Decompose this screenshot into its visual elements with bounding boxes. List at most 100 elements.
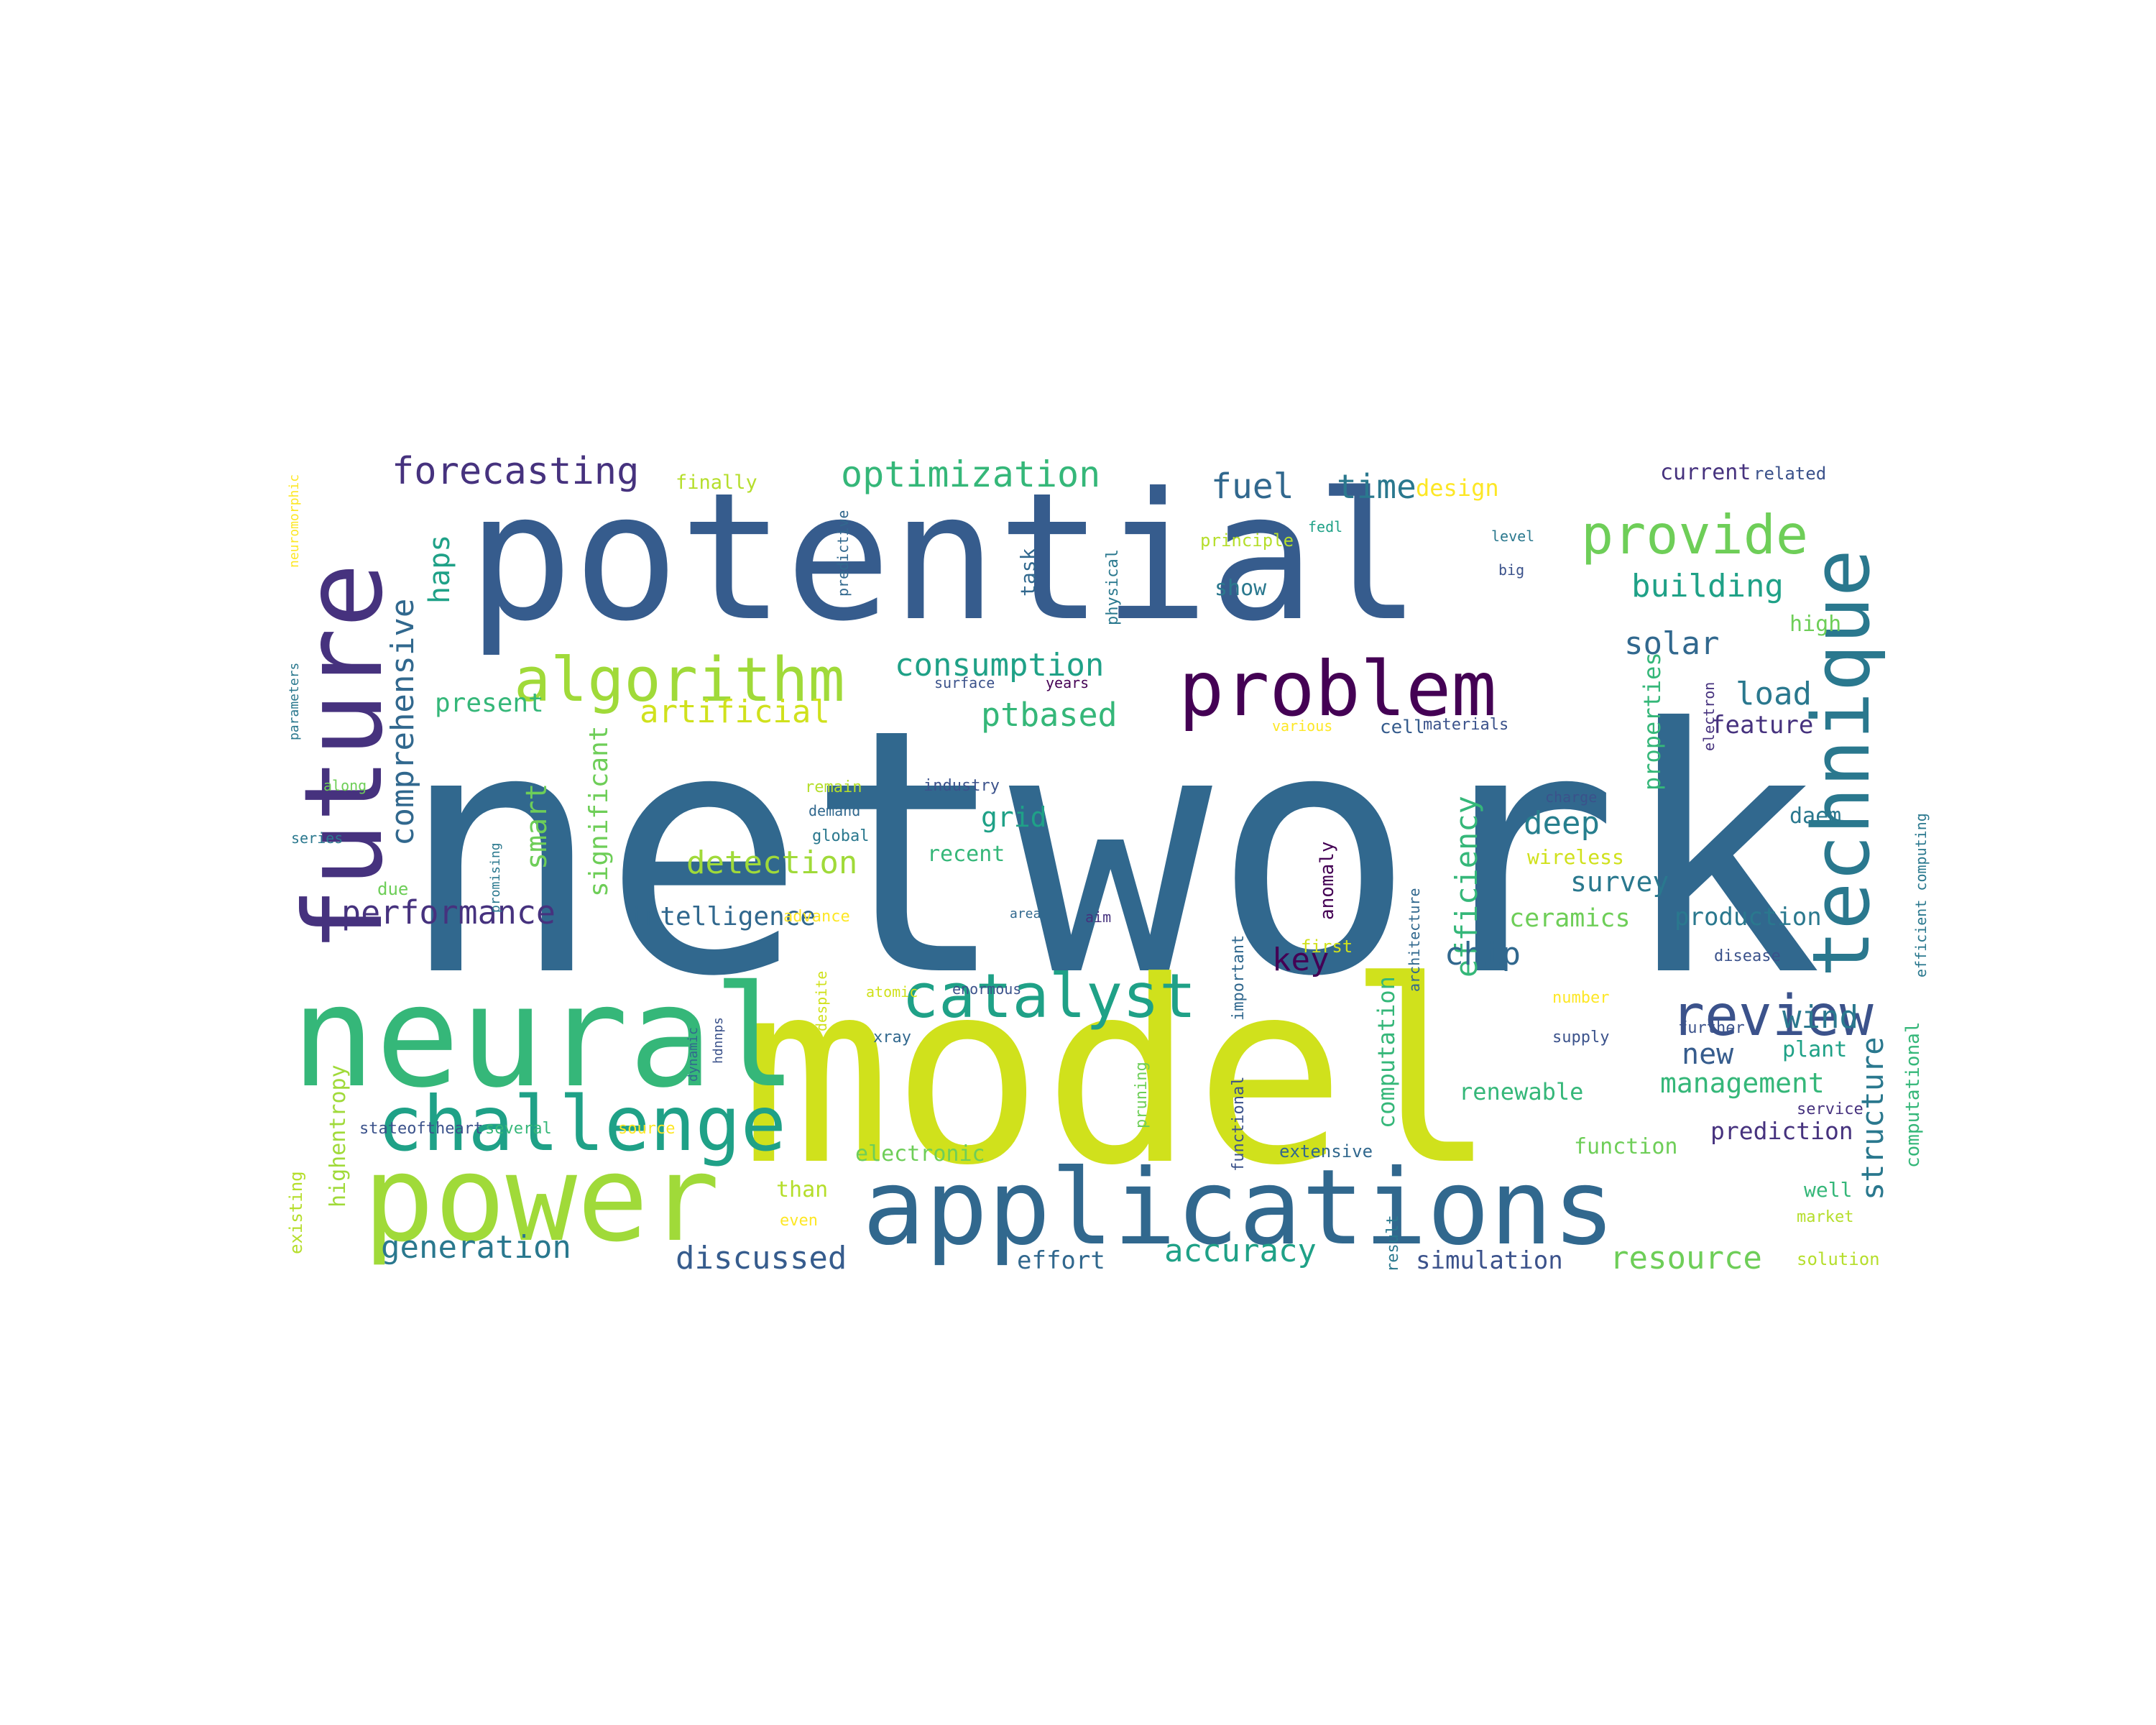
cloud-word-principle: principle [1200, 530, 1294, 551]
cloud-word-big: big [1498, 561, 1524, 579]
cloud-word-neural: neural [291, 955, 797, 1118]
cloud-word-extensive: extensive [1279, 1141, 1373, 1162]
cloud-word-parameters: parameters [287, 663, 302, 740]
cloud-word-structure: structure [1855, 1036, 1890, 1200]
cloud-word-new: new [1682, 1038, 1734, 1071]
cloud-word-resource: resource [1610, 1240, 1762, 1276]
cloud-word-significant: significant [584, 726, 614, 897]
cloud-word-time: time [1337, 467, 1416, 506]
cloud-word-fedl: fedl [1308, 518, 1342, 535]
cloud-word-simulation: simulation [1416, 1246, 1563, 1275]
cloud-word-algorithm: algorithm [514, 645, 845, 716]
word-cloud: network model potential neural power applicat… [273, 446, 1933, 1279]
cloud-word-daem: daem [1789, 804, 1841, 829]
cloud-word-plant: plant [1782, 1037, 1847, 1062]
cloud-word-properties: properties [1639, 652, 1666, 791]
cloud-word-network: network [399, 657, 1823, 1050]
cloud-word-provide: provide [1581, 503, 1808, 566]
cloud-word-function: function [1574, 1134, 1678, 1159]
cloud-word-global: global [812, 827, 869, 845]
cloud-word-high: high [1789, 612, 1841, 637]
cloud-word-show: show [1215, 576, 1267, 601]
cloud-word-fuel: fuel [1211, 466, 1294, 507]
cloud-word-management: management [1660, 1067, 1825, 1099]
cloud-word-pruning: pruning [1133, 1062, 1151, 1128]
cloud-word-efficient-computing: efficient computing [1912, 813, 1930, 978]
cloud-word-grid: grid [981, 801, 1047, 833]
cloud-word-effort: effort [1017, 1246, 1105, 1275]
cloud-word-despite: despite [813, 971, 830, 1031]
cloud-word-challenge: challenge [377, 1080, 786, 1168]
cloud-word-catalyst: catalyst [902, 961, 1196, 1032]
cloud-word-recent: recent [927, 842, 1005, 867]
cloud-word-advance: advance [783, 908, 850, 926]
cloud-word-present: present [435, 689, 544, 718]
cloud-word-electron: electron [1700, 682, 1718, 751]
cloud-word-solution: solution [1797, 1249, 1880, 1269]
cloud-word-efficiency: efficiency [1449, 796, 1484, 978]
cloud-word-number: number [1552, 989, 1609, 1007]
cloud-word-current: current [1660, 460, 1751, 485]
cloud-word-further: further [1678, 1019, 1745, 1037]
cloud-word-charge: charge [1545, 788, 1597, 806]
cloud-word-potential: potential [467, 455, 1422, 660]
cloud-word-model: model [740, 927, 1498, 1220]
cloud-word-cell: cell [1380, 717, 1425, 738]
cloud-word-review: review [1671, 984, 1874, 1049]
cloud-word-neuromorphic: neuromorphic [287, 474, 302, 568]
cloud-word-supply: supply [1552, 1029, 1609, 1046]
cloud-word-load: load [1736, 676, 1812, 712]
cloud-word-enormous: enormous [952, 980, 1021, 998]
cloud-word-area: area [1010, 906, 1041, 921]
cloud-word-generation: generation [381, 1229, 571, 1266]
cloud-word-due: due [377, 879, 408, 899]
cloud-word-future: future [282, 563, 407, 952]
cloud-word-industry: industry [923, 777, 1000, 795]
cloud-word-several: several [485, 1120, 552, 1138]
cloud-word-xray: xray [873, 1029, 911, 1046]
cloud-word-chip: chip [1445, 936, 1521, 972]
cloud-word-task: task [1016, 548, 1040, 597]
cloud-word-intelligence: intelligence [629, 902, 816, 932]
cloud-word-than: than [776, 1177, 828, 1202]
cloud-word-existing: existing [286, 1171, 306, 1254]
cloud-word-physical: physical [1104, 549, 1122, 625]
cloud-word-various: various [1272, 717, 1332, 735]
cloud-word-promising: promising [488, 842, 503, 913]
cloud-word-series: series [291, 829, 343, 847]
cloud-word-consumption: consumption [895, 647, 1104, 684]
cloud-word-optimization: optimization [841, 454, 1100, 495]
cloud-word-power: power [363, 1130, 720, 1268]
cloud-word-wind: wind [1782, 999, 1858, 1036]
cloud-word-ptbased: ptbased [981, 696, 1118, 734]
cloud-word-result: result [1384, 1215, 1402, 1272]
cloud-word-atomic: atomic [866, 983, 918, 1000]
cloud-word-haps: haps [423, 535, 456, 604]
cloud-word-wireless: wireless [1527, 845, 1624, 869]
cloud-word-artificial: artificial [640, 694, 830, 730]
cloud-word-smart: smart [520, 783, 553, 870]
cloud-word-computation: computation [1373, 976, 1400, 1128]
cloud-word-source: source [618, 1120, 675, 1138]
cloud-word-applications: applications [862, 1147, 1616, 1269]
cloud-word-production: production [1674, 903, 1822, 932]
cloud-word-prediction: prediction [1710, 1117, 1853, 1145]
cloud-word-architecture: architecture [1406, 888, 1423, 993]
cloud-word-discussed: discussed [676, 1240, 847, 1276]
cloud-word-well: well [1804, 1178, 1852, 1202]
cloud-word-even: even [780, 1212, 818, 1230]
cloud-word-design: design [1416, 474, 1499, 502]
cloud-word-demand: demand [808, 802, 860, 819]
cloud-word-remain: remain [805, 778, 862, 796]
cloud-word-anomaly: anomaly [1317, 841, 1338, 920]
cloud-word-renewable: renewable [1459, 1078, 1583, 1105]
cloud-word-ceramics: ceramics [1509, 904, 1631, 933]
cloud-word-solar: solar [1624, 625, 1719, 662]
cloud-word-years: years [1046, 674, 1089, 691]
cloud-word-functional: functional [1230, 1077, 1248, 1172]
cloud-word-disease: disease [1714, 947, 1781, 965]
cloud-word-problem: problem [1179, 645, 1497, 733]
cloud-word-comprehensive: comprehensive [384, 599, 421, 846]
